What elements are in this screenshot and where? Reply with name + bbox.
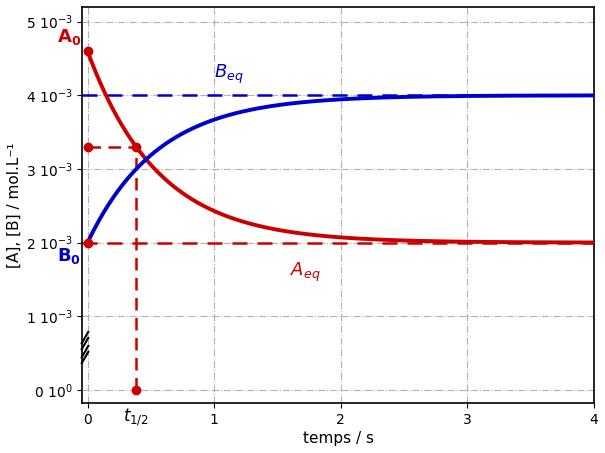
Text: $B_{eq}$: $B_{eq}$: [214, 63, 244, 86]
Y-axis label: [A], [B] / mol.L⁻¹: [A], [B] / mol.L⁻¹: [7, 142, 22, 268]
Text: $t_{1/2}$: $t_{1/2}$: [123, 406, 149, 428]
Text: $A_{eq}$: $A_{eq}$: [290, 261, 321, 284]
Text: $\mathbf{A_0}$: $\mathbf{A_0}$: [57, 28, 81, 48]
X-axis label: temps / s: temps / s: [302, 431, 373, 446]
Text: $\mathbf{B_0}$: $\mathbf{B_0}$: [57, 246, 81, 266]
